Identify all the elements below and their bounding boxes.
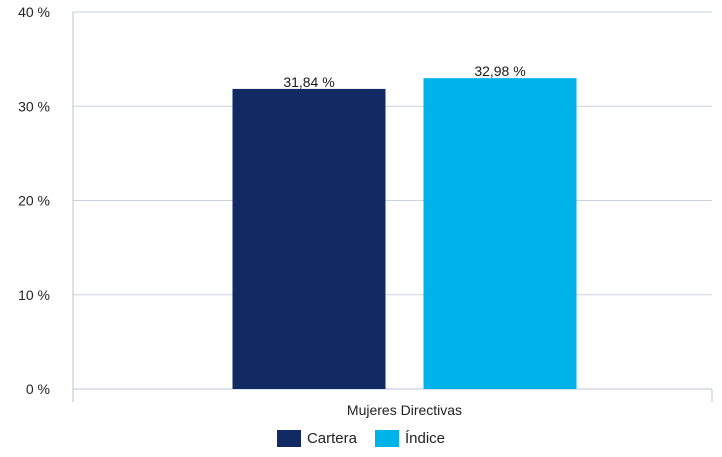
x-axis-categories: Mujeres Directivas	[347, 402, 462, 418]
legend-swatch-cartera	[276, 430, 301, 447]
y-axis-ticks: 0 % 10 % 20 % 30 % 40 %	[18, 4, 50, 397]
gridlines	[72, 11, 713, 402]
legend-item-cartera: Cartera	[276, 430, 357, 447]
bar-cartera	[232, 88, 386, 390]
data-labels: 31,84 % 32,98 %	[283, 63, 525, 90]
y-tick-label: 10 %	[18, 287, 50, 303]
legend-swatch-indice	[375, 430, 399, 447]
bars	[232, 78, 577, 390]
data-label-cartera: 31,84 %	[283, 74, 334, 90]
bar-indice	[423, 78, 577, 389]
data-label-indice: 32,98 %	[474, 63, 525, 79]
y-tick-label: 30 %	[18, 98, 50, 114]
legend-label-cartera: Cartera	[306, 430, 357, 447]
x-category-label: Mujeres Directivas	[347, 402, 462, 418]
y-tick-label: 0 %	[26, 381, 50, 397]
y-tick-label: 20 %	[18, 193, 50, 209]
legend-label-indice: Índice	[405, 430, 446, 447]
legend: Cartera Índice	[0, 430, 722, 447]
y-tick-label: 40 %	[18, 4, 50, 20]
legend-item-indice: Índice	[375, 430, 445, 447]
